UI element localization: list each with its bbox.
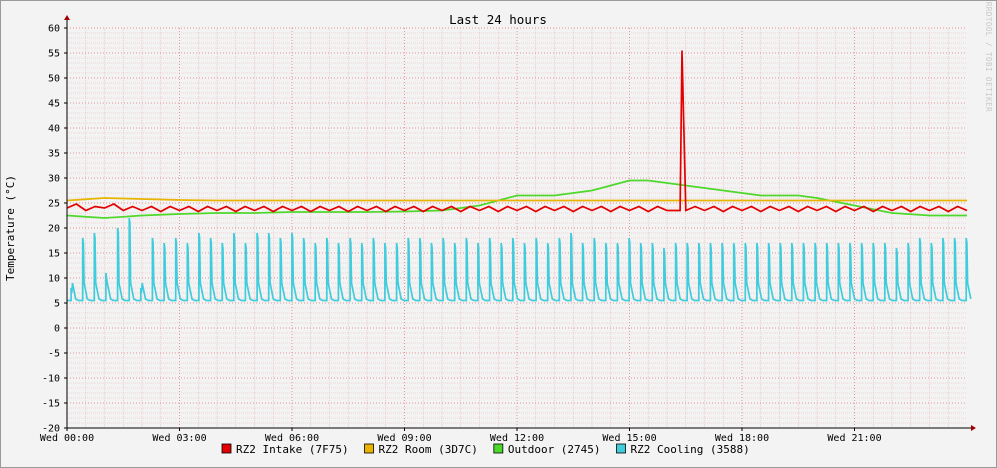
legend-label: RZ2 Cooling (3588) xyxy=(631,443,750,456)
y-tick-label: 45 xyxy=(48,99,60,110)
series-layer xyxy=(66,50,972,302)
x-axis-arrow xyxy=(971,425,976,431)
y-axis-arrow xyxy=(64,15,70,20)
x-tick-label: Wed 00:00 xyxy=(40,433,94,444)
y-tick-label: 60 xyxy=(48,24,60,35)
x-tick-label: Wed 12:00 xyxy=(490,433,544,444)
chart-title: Last 24 hours xyxy=(449,12,547,27)
y-tick-label: 5 xyxy=(54,299,60,310)
x-tick-label: Wed 15:00 xyxy=(602,433,656,444)
y-tick-label: -10 xyxy=(42,374,60,385)
legend-swatch xyxy=(221,443,232,454)
legend-swatch xyxy=(364,443,374,454)
y-tick-label: 10 xyxy=(48,274,60,285)
series-line-outdoor xyxy=(66,179,967,219)
legend-label: RZ2 Intake (7F75) xyxy=(236,443,349,456)
y-tick-label: 30 xyxy=(48,174,60,185)
y-tick-label: 35 xyxy=(48,149,60,160)
x-tick-label: Wed 06:00 xyxy=(265,433,319,444)
y-axis-label: Temperature (°C) xyxy=(4,175,17,281)
y-tick-label: 55 xyxy=(48,49,60,60)
y-tick-label: 50 xyxy=(48,74,60,85)
y-tick-label: 25 xyxy=(48,199,60,210)
legend-label: Outdoor (2745) xyxy=(508,443,601,456)
y-tick-label: 0 xyxy=(54,324,60,335)
axes xyxy=(64,15,976,431)
x-axis-ticks: Wed 00:00 Wed 03:00 Wed 06:00 Wed 09:00 Wed … xyxy=(40,428,882,444)
legend-label: RZ2 Room (3D7C) xyxy=(379,443,478,456)
y-tick-label: -15 xyxy=(42,399,60,410)
y-tick-label: -20 xyxy=(42,424,60,435)
y-tick-label: 20 xyxy=(48,224,60,235)
x-tick-label: Wed 21:00 xyxy=(827,433,881,444)
x-tick-label: Wed 09:00 xyxy=(377,433,431,444)
y-tick-label: -5 xyxy=(48,349,60,360)
legend: RZ2 Intake (7F75) RZ2 Room (3D7C) Outdoor … xyxy=(221,443,750,456)
y-tick-label: 15 xyxy=(48,249,60,260)
series-line-intake xyxy=(66,50,968,213)
x-tick-label: Wed 03:00 xyxy=(152,433,206,444)
series-line-cooling xyxy=(67,217,972,302)
x-tick-label: Wed 18:00 xyxy=(715,433,769,444)
legend-swatch xyxy=(493,443,504,454)
watermark-text: RRDTOOL / TOBI OETIKER xyxy=(984,2,993,112)
y-tick-label: 40 xyxy=(48,124,60,135)
legend-swatch xyxy=(616,443,626,454)
series-line-room xyxy=(66,197,967,202)
